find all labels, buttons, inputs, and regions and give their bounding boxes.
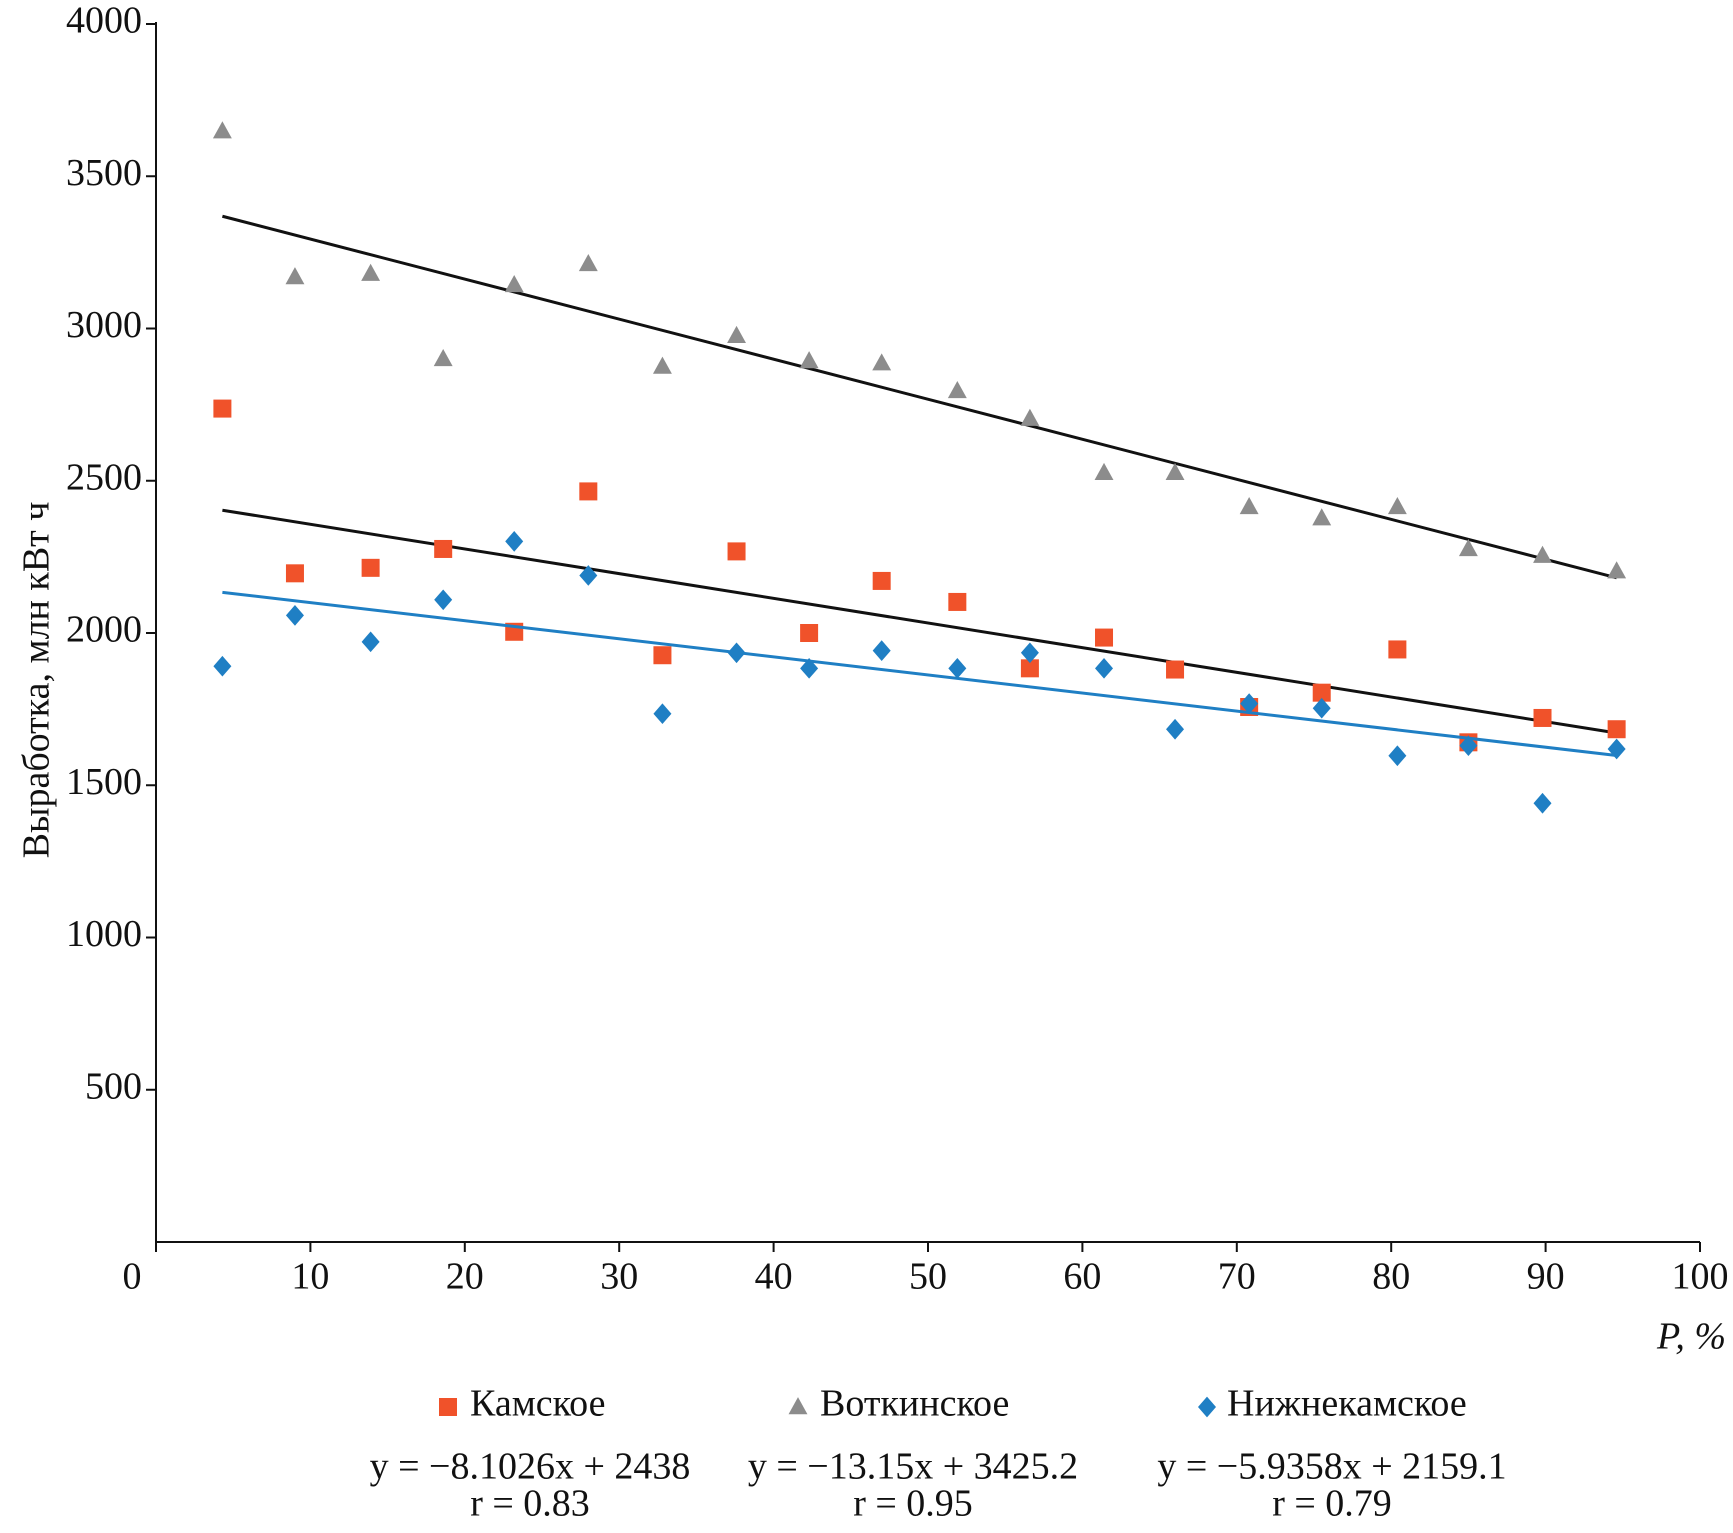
marker [1387, 497, 1407, 515]
legend-marker [439, 1398, 457, 1416]
marker [579, 565, 598, 586]
marker [212, 121, 232, 139]
marker [1388, 640, 1407, 659]
marker [504, 275, 524, 293]
x-tick-label: 90 [1527, 1256, 1565, 1298]
x-axis-title: P, % [1656, 1316, 1726, 1358]
marker [947, 381, 967, 399]
correlation: r = 0.95 [853, 1483, 973, 1525]
marker [800, 657, 819, 679]
trend-line [222, 508, 1617, 735]
marker [727, 642, 746, 664]
y-tick-label: 2000 [66, 609, 142, 651]
x-tick-label: 70 [1218, 1256, 1256, 1298]
marker [1312, 697, 1331, 719]
y-tick-label: 1500 [66, 761, 142, 803]
marker [799, 351, 819, 369]
x-tick-label: 60 [1063, 1256, 1101, 1298]
marker [213, 655, 232, 677]
equation: y = −5.9358x + 2159.1 [1157, 1446, 1506, 1488]
marker [1607, 738, 1626, 760]
marker [1094, 462, 1114, 481]
marker [1165, 462, 1185, 481]
marker [434, 589, 453, 611]
marker [872, 571, 891, 590]
marker [1459, 735, 1478, 757]
x-tick-label: 0 [123, 1256, 142, 1298]
marker [213, 399, 232, 418]
marker [433, 349, 453, 367]
marker [1533, 545, 1552, 563]
marker [872, 353, 892, 371]
y-tick-label: 3500 [66, 152, 142, 194]
marker [727, 542, 746, 561]
marker [1020, 659, 1039, 678]
marker [1020, 408, 1040, 426]
marker [434, 539, 453, 558]
marker [1533, 708, 1552, 727]
marker [1458, 539, 1478, 557]
marker [505, 530, 524, 552]
y-tick-label: 3000 [66, 304, 142, 346]
marker [361, 263, 381, 281]
x-tick-label: 20 [446, 1256, 484, 1298]
legend-label: Камское [470, 1383, 606, 1425]
marker [1239, 497, 1259, 515]
trend-line [222, 590, 1617, 758]
marker [1388, 745, 1407, 767]
y-tick-label: 2500 [66, 456, 142, 498]
marker [800, 624, 819, 642]
marker [1095, 657, 1114, 679]
x-tick-label: 30 [600, 1256, 638, 1298]
marker [727, 325, 746, 344]
marker [1533, 792, 1552, 814]
y-tick-label: 4000 [66, 0, 142, 42]
marker [1312, 508, 1332, 526]
marker [1607, 561, 1627, 579]
marker [1166, 718, 1185, 740]
x-tick-label: 40 [755, 1256, 793, 1298]
legend-label: Нижнекамское [1227, 1383, 1467, 1425]
x-tick-label: 100 [1672, 1256, 1729, 1298]
marker [1312, 683, 1331, 702]
marker [1240, 693, 1259, 714]
marker [948, 592, 967, 611]
marker [1095, 628, 1114, 647]
legend-marker [788, 1397, 808, 1415]
correlation: r = 0.79 [1272, 1483, 1392, 1525]
marker [1607, 720, 1626, 739]
y-tick-label: 500 [85, 1065, 142, 1107]
y-axis-title: Выработка, млн кВт ч [16, 502, 58, 859]
marker [579, 482, 598, 501]
y-tick-label: 1000 [66, 913, 142, 955]
equation: y = −8.1026x + 2438 [370, 1446, 691, 1488]
x-tick-label: 10 [291, 1256, 329, 1298]
marker [1166, 660, 1185, 679]
marker [285, 564, 304, 583]
marker [361, 558, 380, 577]
marker [652, 356, 672, 374]
marker [872, 640, 891, 662]
x-tick-label: 80 [1372, 1256, 1410, 1298]
trend-line [222, 214, 1618, 580]
equation: y = −13.15x + 3425.2 [748, 1446, 1078, 1488]
legend-label: Воткинское [820, 1383, 1009, 1425]
marker [578, 254, 598, 272]
x-tick-label: 50 [909, 1256, 947, 1298]
marker [361, 631, 380, 653]
legend-marker [1198, 1396, 1216, 1418]
marker [653, 646, 672, 665]
marker [285, 604, 304, 626]
marker [1020, 642, 1039, 664]
correlation: r = 0.83 [470, 1483, 590, 1525]
marker [653, 703, 672, 725]
marker [948, 657, 967, 679]
marker [285, 267, 305, 285]
